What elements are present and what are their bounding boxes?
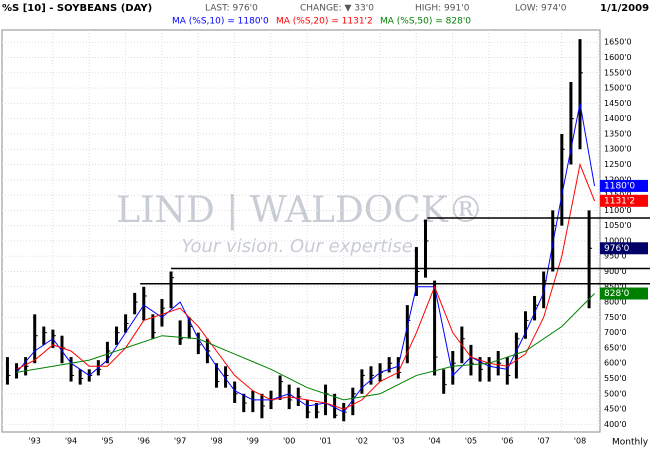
stat: CHANGE: ▼ 33'0	[300, 4, 374, 14]
value-tag-label: 976'0	[604, 244, 630, 254]
y-tick-label: 900'0	[604, 267, 627, 276]
value-tag-label: 1131'2	[604, 196, 635, 206]
plot-frame	[1, 29, 601, 433]
y-tick-label: 1300'0	[604, 145, 632, 154]
y-tick-label: 1250'0	[604, 160, 632, 169]
x-tick-label: '99	[247, 437, 259, 446]
y-tick-label: 750'0	[604, 313, 627, 322]
x-tick-label: '95	[101, 437, 113, 446]
ma-line	[16, 162, 596, 410]
y-tick-label: 550'0	[604, 374, 627, 383]
x-tick-label: '04	[428, 437, 440, 446]
y-tick-label: 500'0	[604, 389, 627, 398]
y-tick-label: 700'0	[604, 328, 627, 337]
x-tick-label: '01	[319, 437, 331, 446]
stat: HIGH: 991'0	[415, 4, 470, 14]
legend-entry: MA (%S,10) = 1180'0	[172, 17, 269, 27]
x-tick-label: '07	[537, 437, 549, 446]
x-tick-label: '03	[392, 437, 404, 446]
y-tick-label: 950'0	[604, 252, 627, 261]
y-tick-label: 1050'0	[604, 221, 632, 230]
y-tick-label: 450'0	[604, 405, 627, 414]
y-tick-label: 600'0	[604, 359, 627, 368]
y-tick-label: 400'0	[604, 420, 627, 429]
y-tick-label: 1650'0	[604, 38, 632, 47]
x-tick-label: '98	[210, 437, 222, 446]
legend-entry: MA (%S,20) = 1131'2	[276, 17, 373, 27]
x-tick-label: '06	[501, 437, 513, 446]
value-tag-label: 828'0	[604, 289, 630, 299]
y-tick-label: 1450'0	[604, 99, 632, 108]
date: 1/1/2009	[600, 3, 649, 14]
y-tick-label: 1550'0	[604, 68, 632, 77]
value-tag-label: 1180'0	[604, 181, 635, 191]
legend-entry: MA (%S,50) = 828'0	[380, 17, 471, 27]
y-tick-label: 1100'0	[604, 206, 632, 215]
value-tag	[600, 242, 648, 255]
tagline: Your vision. Our expertise.	[181, 236, 418, 257]
x-tick-label: '08	[574, 437, 586, 446]
value-tag	[600, 179, 648, 192]
chart-title: %S [10] - SOYBEANS (DAY)	[2, 3, 152, 14]
ma-line	[16, 103, 596, 413]
y-tick-label: 650'0	[604, 343, 627, 352]
y-tick-label: 850'0	[604, 282, 627, 291]
stat: LAST: 976'0	[205, 4, 258, 14]
x-tick-label: '05	[465, 437, 477, 446]
x-tick-label: '97	[174, 437, 186, 446]
x-tick-label: '94	[65, 437, 77, 446]
y-tick-label: 1600'0	[604, 53, 632, 62]
x-tick-label: '02	[356, 437, 368, 446]
value-tag	[600, 287, 648, 300]
y-tick-label: 1350'0	[604, 129, 632, 138]
y-tick-label: 1200'0	[604, 175, 632, 184]
ma-line	[16, 293, 595, 401]
x-tick-label: '93	[29, 437, 41, 446]
period: Monthly	[612, 438, 649, 448]
value-tag	[600, 194, 648, 207]
y-tick-label: 800'0	[604, 298, 627, 307]
y-tick-label: 1400'0	[604, 114, 632, 123]
x-tick-label: '00	[283, 437, 295, 446]
stat: LOW: 974'0	[515, 4, 567, 14]
y-tick-label: 1000'0	[604, 236, 632, 245]
y-tick-label: 1500'0	[604, 84, 632, 93]
x-tick-label: '96	[138, 437, 150, 446]
